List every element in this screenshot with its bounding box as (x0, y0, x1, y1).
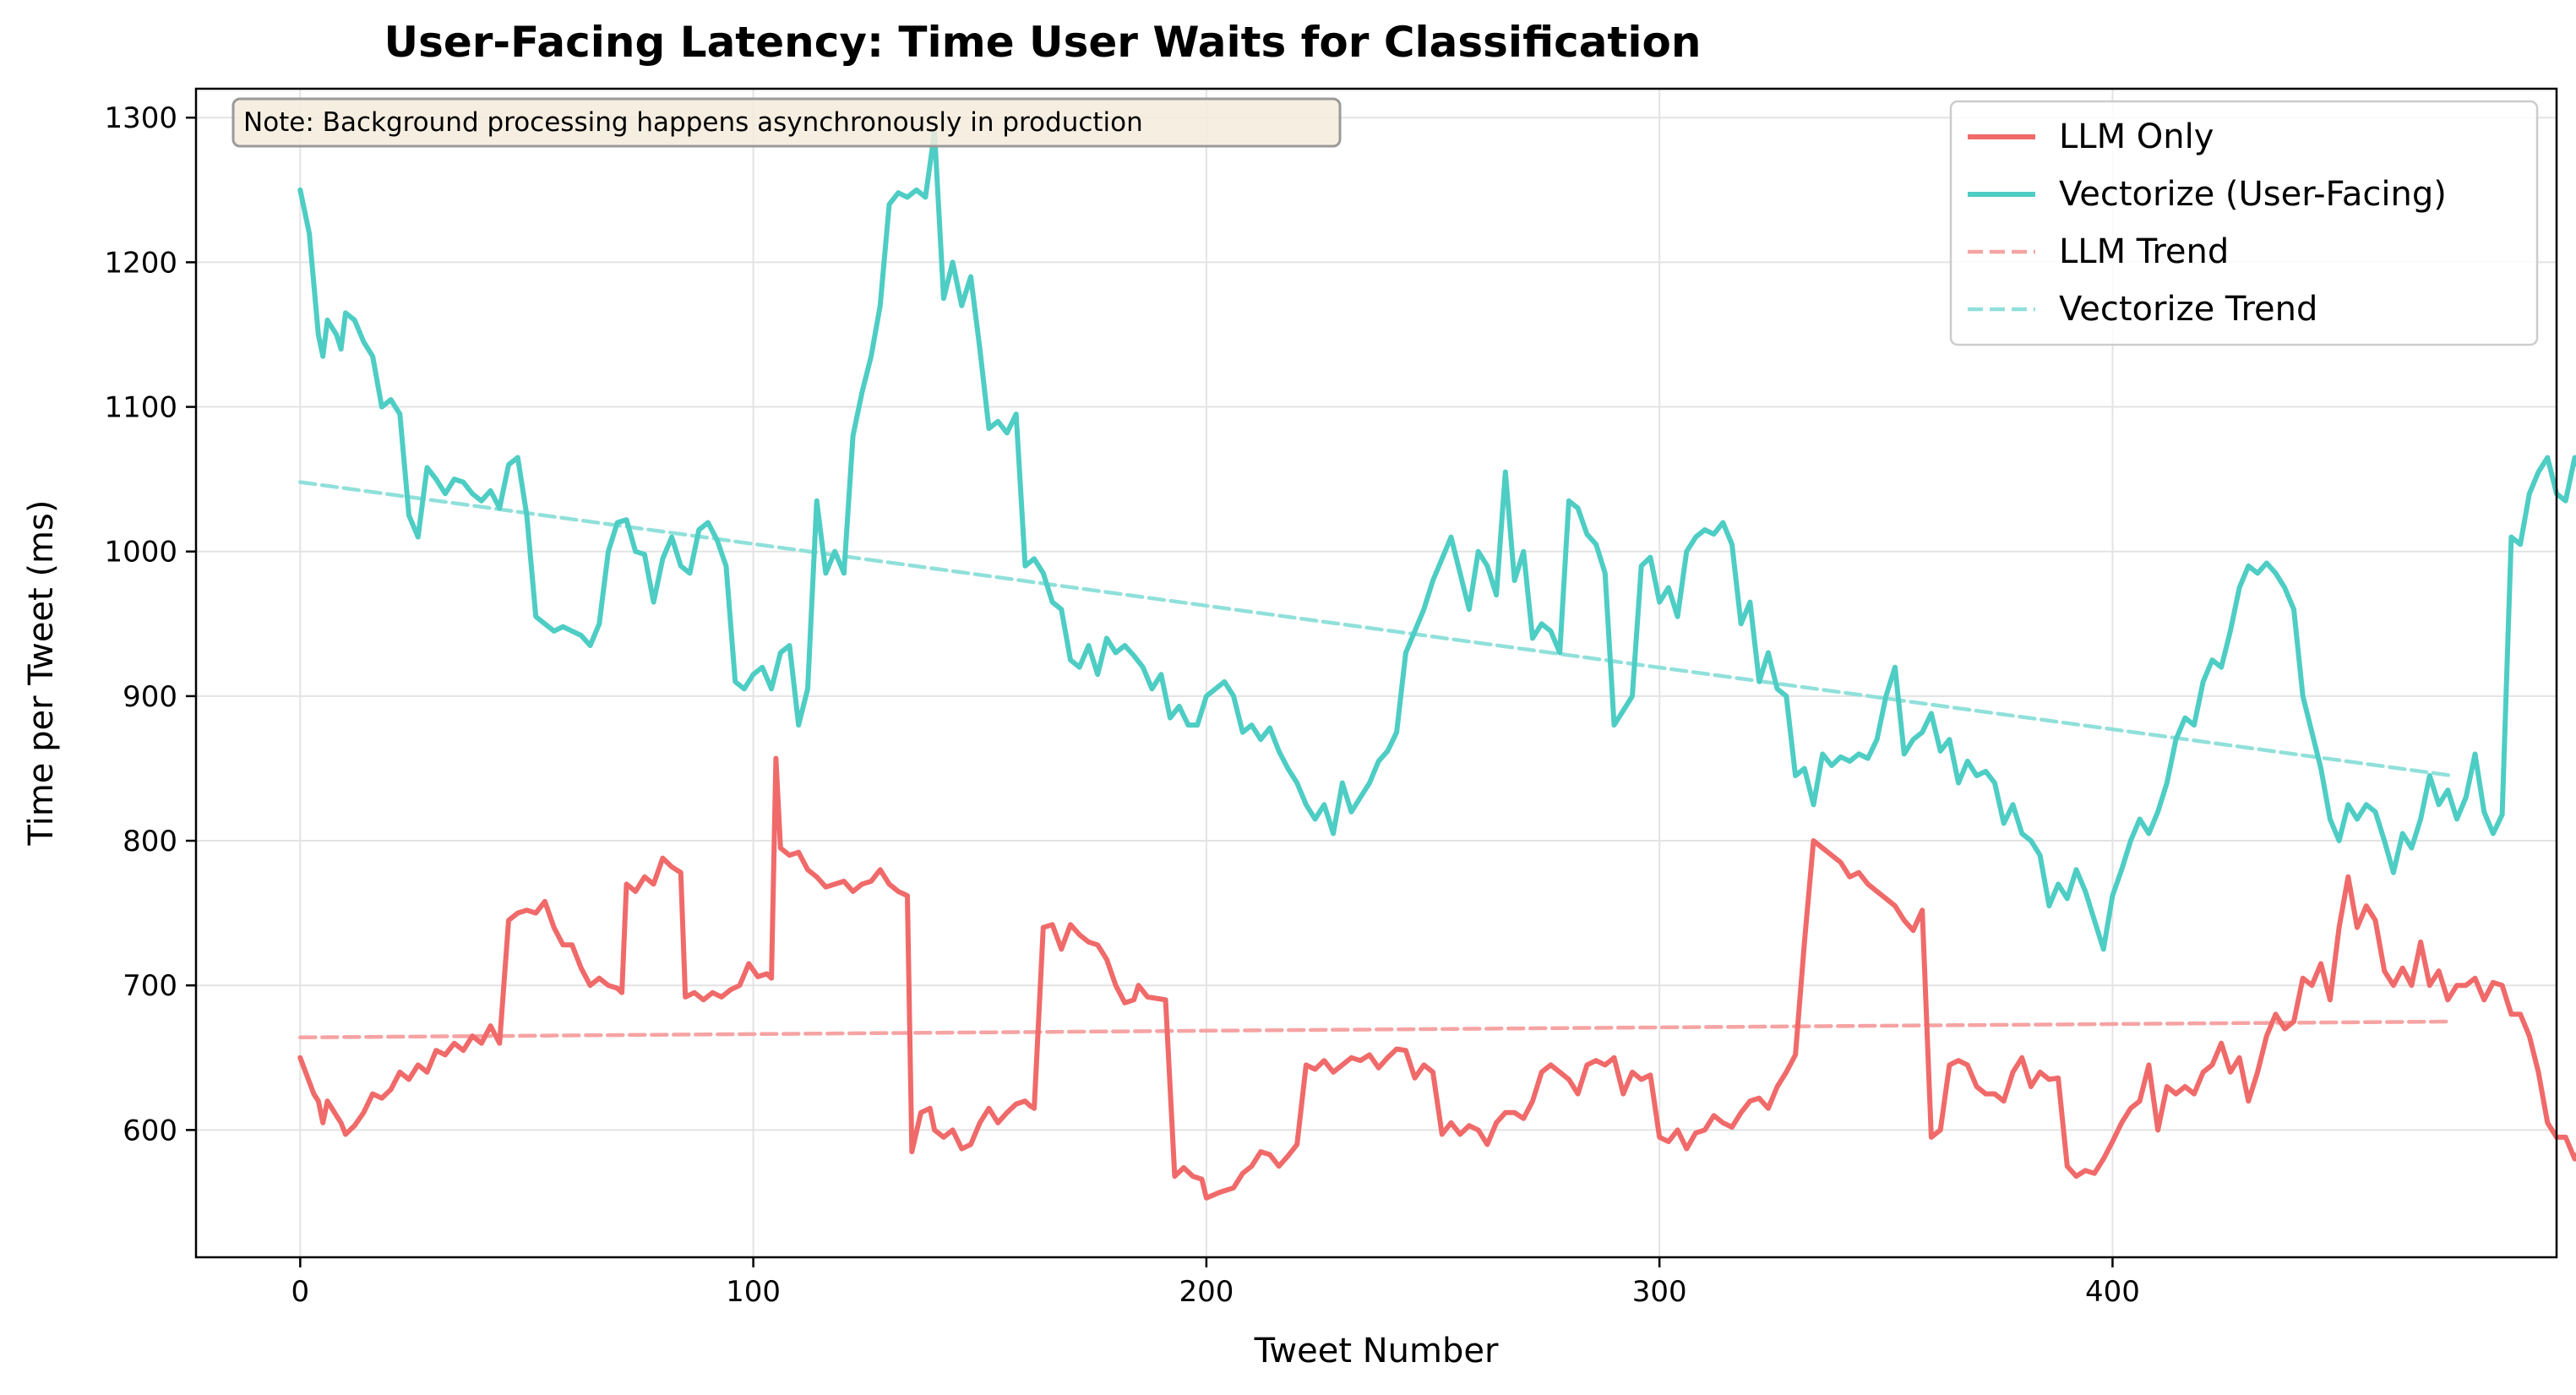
y-tick-label: 1100 (104, 391, 177, 425)
annotation-note: Note: Background processing happens asyn… (231, 97, 1342, 148)
y-axis-label: Time per Tweet (ms) (22, 500, 61, 847)
x-axis-label: Tweet Number (1254, 1332, 1499, 1370)
axis-ticks: 0 100 200 300 400 600 700 800 900 1000 1100 1200 130… (104, 101, 2139, 1309)
series-line-llm-trend (298, 1019, 2454, 1040)
legend-label: Vectorize (User-Facing) (2059, 175, 2447, 214)
y-tick-label: 1200 (104, 246, 177, 280)
y-tick-label: 900 (123, 680, 177, 714)
x-tick-label: 400 (2085, 1275, 2140, 1309)
legend-box (1949, 100, 2539, 346)
annotation-text: Note: Background processing happens asyn… (243, 107, 1143, 138)
plot-frame (194, 87, 2558, 1259)
x-tick-label: 100 (726, 1275, 781, 1309)
legend-label: LLM Only (2059, 117, 2214, 156)
legend: LLM Only Vectorize (User-Facing) LLM Trend… (1949, 100, 2539, 346)
series-lines (297, 129, 2576, 1201)
x-tick-label: 200 (1179, 1275, 1234, 1309)
legend-label: Vectorize Trend (2059, 290, 2317, 329)
x-tick-label: 300 (1632, 1275, 1687, 1309)
y-tick-label: 1300 (104, 101, 177, 135)
y-tick-label: 700 (123, 969, 177, 1003)
x-tick-label: 0 (291, 1275, 310, 1309)
y-tick-label: 600 (123, 1114, 177, 1147)
annotation-box (231, 97, 1342, 148)
y-tick-label: 800 (123, 825, 177, 858)
series-line-vectorize-user-facing (297, 129, 2576, 952)
series-line-vectorize-trend (298, 480, 2454, 778)
series-line-llm-only (297, 755, 2576, 1201)
legend-label: LLM Trend (2059, 232, 2229, 271)
y-tick-label: 1000 (104, 536, 177, 569)
chart-title: User-Facing Latency: Time User Waits for… (384, 18, 1701, 67)
